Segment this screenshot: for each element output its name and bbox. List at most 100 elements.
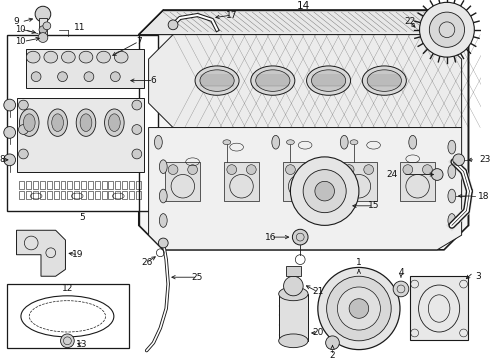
Ellipse shape	[154, 135, 162, 149]
Circle shape	[84, 72, 94, 82]
Text: 10: 10	[16, 37, 26, 46]
Bar	[33, 191, 38, 199]
Circle shape	[110, 72, 120, 82]
Bar	[122, 191, 127, 199]
Ellipse shape	[251, 66, 295, 95]
Circle shape	[318, 267, 400, 350]
Circle shape	[453, 154, 465, 166]
Bar	[81, 181, 86, 189]
Circle shape	[61, 334, 74, 348]
Circle shape	[4, 154, 16, 166]
Ellipse shape	[409, 135, 416, 149]
Text: 17: 17	[226, 10, 238, 19]
Text: 14: 14	[296, 1, 310, 11]
Bar	[129, 181, 134, 189]
Text: 9: 9	[14, 17, 19, 26]
Circle shape	[403, 165, 413, 175]
Ellipse shape	[48, 109, 68, 136]
Ellipse shape	[108, 114, 120, 131]
Bar	[39, 18, 47, 37]
Bar	[136, 191, 141, 199]
Bar	[88, 181, 93, 189]
Circle shape	[39, 26, 47, 33]
Ellipse shape	[362, 66, 406, 95]
Text: 8: 8	[0, 155, 5, 164]
Text: 6: 6	[150, 76, 156, 85]
Ellipse shape	[79, 51, 93, 63]
Ellipse shape	[62, 51, 75, 63]
Circle shape	[19, 100, 28, 110]
Bar	[88, 191, 93, 199]
Circle shape	[429, 12, 465, 47]
Text: 16: 16	[265, 233, 277, 242]
Ellipse shape	[312, 70, 346, 91]
Bar	[20, 181, 25, 189]
Text: 25: 25	[192, 273, 203, 282]
Bar	[68, 181, 73, 189]
Circle shape	[327, 276, 391, 341]
Circle shape	[4, 127, 16, 138]
Circle shape	[364, 165, 373, 175]
Bar	[61, 181, 66, 189]
Text: 12: 12	[62, 284, 73, 293]
Text: 18: 18	[478, 192, 490, 201]
Text: 5: 5	[79, 213, 85, 222]
Polygon shape	[148, 35, 462, 127]
Bar	[74, 181, 79, 189]
Bar	[7, 284, 129, 348]
Bar	[279, 294, 308, 341]
Bar	[410, 276, 468, 340]
Ellipse shape	[448, 213, 456, 227]
Circle shape	[227, 165, 237, 175]
Circle shape	[326, 336, 340, 350]
Ellipse shape	[448, 189, 456, 203]
Bar	[74, 191, 79, 199]
Ellipse shape	[26, 51, 40, 63]
Bar	[26, 191, 31, 199]
Bar	[224, 162, 259, 201]
Text: 3: 3	[475, 272, 481, 281]
Text: 13: 13	[76, 340, 88, 349]
Text: 20: 20	[312, 328, 323, 337]
Bar	[40, 191, 45, 199]
Polygon shape	[148, 127, 462, 250]
Ellipse shape	[287, 140, 294, 145]
Bar	[47, 191, 52, 199]
Ellipse shape	[159, 160, 167, 174]
Ellipse shape	[24, 114, 35, 131]
Circle shape	[19, 125, 28, 134]
Circle shape	[303, 170, 346, 213]
Bar	[101, 181, 106, 189]
Text: 11: 11	[74, 23, 86, 32]
Circle shape	[431, 168, 443, 180]
Circle shape	[35, 6, 51, 22]
Circle shape	[349, 299, 368, 318]
Ellipse shape	[279, 287, 308, 301]
Ellipse shape	[159, 213, 167, 227]
Ellipse shape	[52, 114, 64, 131]
Circle shape	[286, 165, 295, 175]
Circle shape	[132, 149, 142, 159]
Text: 15: 15	[368, 201, 379, 210]
Ellipse shape	[20, 109, 39, 136]
Circle shape	[284, 276, 303, 296]
Circle shape	[338, 287, 380, 330]
Ellipse shape	[97, 51, 110, 63]
Ellipse shape	[448, 165, 456, 179]
Bar	[54, 191, 59, 199]
Ellipse shape	[256, 70, 290, 91]
Circle shape	[132, 100, 142, 110]
Bar	[286, 266, 301, 276]
Bar	[7, 35, 158, 211]
Ellipse shape	[367, 70, 401, 91]
Polygon shape	[17, 230, 66, 276]
Circle shape	[168, 165, 178, 175]
Bar	[20, 191, 25, 199]
Circle shape	[315, 181, 335, 201]
Circle shape	[38, 33, 48, 42]
Circle shape	[168, 20, 178, 30]
Bar	[26, 181, 31, 189]
Bar	[136, 181, 141, 189]
Bar	[165, 162, 200, 201]
Bar	[108, 191, 113, 199]
